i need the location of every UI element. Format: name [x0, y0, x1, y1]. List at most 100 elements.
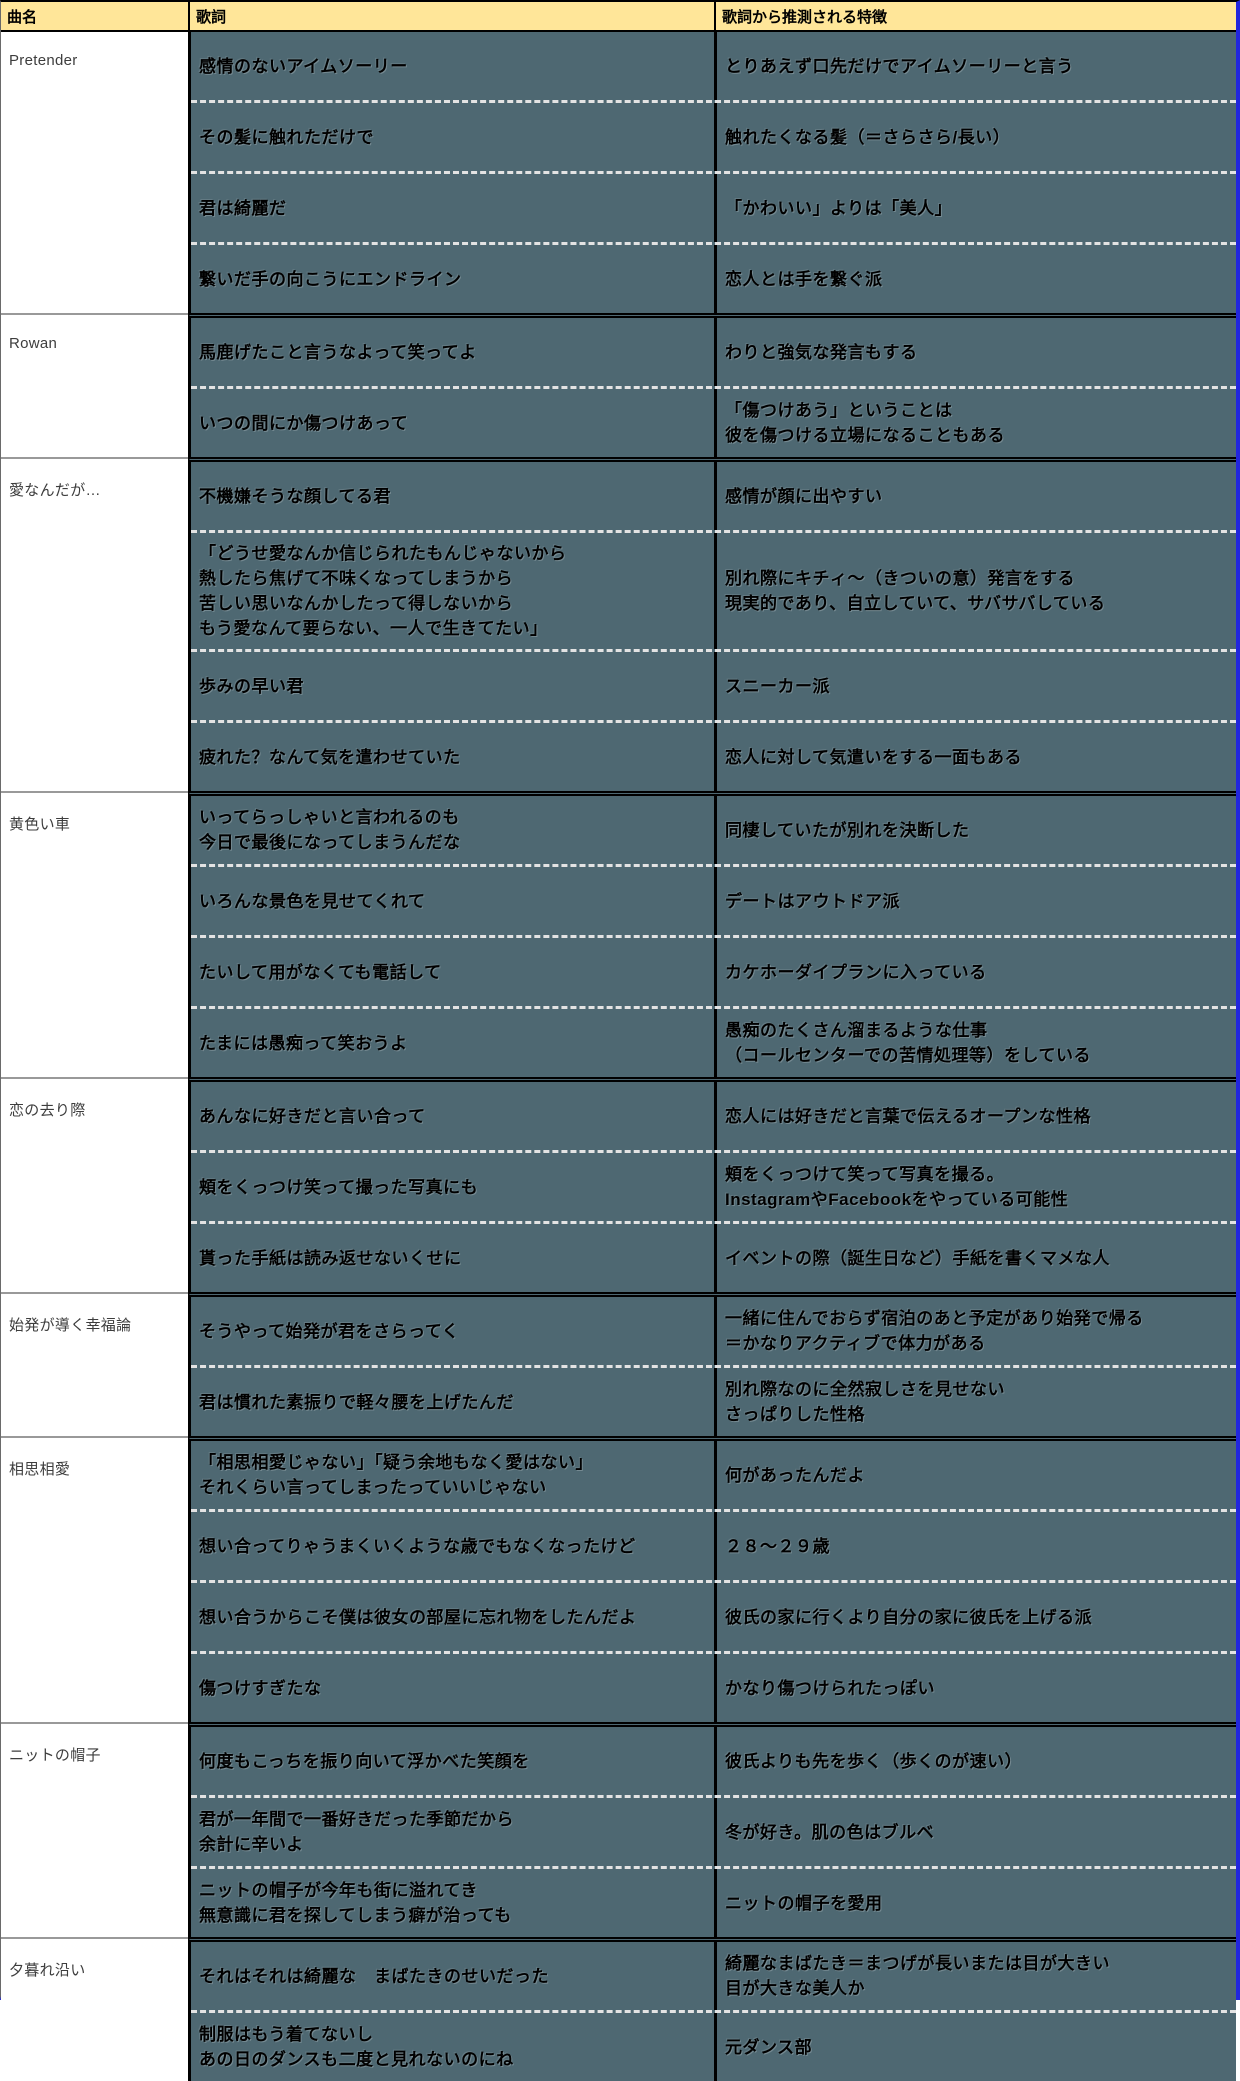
- lyric-cell: 傷つけすぎたな: [199, 1678, 322, 1698]
- song-section: Pretender 感情のないアイムソーリー とりあえず口先だけでアイムソーリー…: [1, 32, 1236, 313]
- lyric-cell: いろんな景色を見せてくれて: [199, 891, 426, 911]
- section-rows: あんなに好きだと言い合って 恋人には好きだと言葉で伝えるオープンな性格 頬をくっ…: [188, 1077, 1236, 1292]
- feature-cell: 恋人には好きだと言葉で伝えるオープンな性格: [714, 1082, 1236, 1150]
- table-row: いってらっしゃいと言われるのも 今日で最後になってしまうんだな 同棲していたが別…: [191, 796, 1236, 864]
- feature-cell: 一緒に住んでおらず宿泊のあと予定があり始発で帰る ＝かなりアクティブで体力がある: [714, 1297, 1236, 1365]
- section-rows: 感情のないアイムソーリー とりあえず口先だけでアイムソーリーと言う その髪に触れ…: [188, 32, 1236, 313]
- song-name-cell: Pretender: [1, 32, 188, 313]
- header-cell-feature: 歌詞から推測される特徴: [714, 2, 1236, 30]
- table-row: 不機嫌そうな顔してる君 感情が顔に出やすい: [191, 462, 1236, 530]
- feature-cell: 恋人とは手を繋ぐ派: [714, 245, 1236, 313]
- lyric-cell: 想い合うからこそ僕は彼女の部屋に忘れ物をしたんだよ: [199, 1607, 637, 1627]
- feature-cell: 同棲していたが別れを決断した: [714, 796, 1236, 864]
- section-rows: 「相思相愛じゃない」「疑う余地もなく愛はない」 それくらい言ってしまったっていい…: [188, 1436, 1236, 1722]
- table-row: 想い合うからこそ僕は彼女の部屋に忘れ物をしたんだよ 彼氏の家に行くより自分の家に…: [191, 1580, 1236, 1651]
- table-row: いつの間にか傷つけあって 「傷つけあう」ということは 彼を傷つける立場になること…: [191, 386, 1236, 457]
- table-header-row: 曲名 歌詞 歌詞から推測される特徴: [1, 2, 1236, 32]
- lyric-cell: 感情のないアイムソーリー: [199, 56, 408, 76]
- feature-cell: 別れ際なのに全然寂しさを見せない さっぱりした性格: [714, 1368, 1236, 1436]
- feature-cell: 「傷つけあう」ということは 彼を傷つける立場になることもある: [714, 389, 1236, 457]
- table-row: 繋いだ手の向こうにエンドライン 恋人とは手を繋ぐ派: [191, 242, 1236, 313]
- feature-cell: 「かわいい」よりは「美人」: [714, 174, 1236, 242]
- feature-cell: 頬をくっつけて笑って写真を撮る。 InstagramやFacebookをやってい…: [714, 1153, 1236, 1221]
- lyric-cell: 「どうせ愛なんか信じられたもんじゃないから 熱したら焦げて不味くなってしまうから…: [199, 544, 567, 638]
- lyric-cell: 疲れた？なんて気を遣わせていた: [199, 747, 461, 767]
- song-name-cell: 始発が導く幸福論: [1, 1292, 188, 1436]
- section-rows: そうやって始発が君をさらってく 一緒に住んでおらず宿泊のあと予定があり始発で帰る…: [188, 1292, 1236, 1436]
- lyric-cell: 君が一年間で一番好きだった季節だから 余計に辛いよ: [199, 1810, 514, 1854]
- song-section: 夕暮れ沿い それはそれは綺麗な まばたきのせいだった 綺麗なまばたき＝まつげが長…: [1, 1937, 1236, 2081]
- song-name-cell: 恋の去り際: [1, 1077, 188, 1292]
- feature-cell: スニーカー派: [714, 652, 1236, 720]
- song-name-cell: 愛なんだが…: [1, 457, 188, 791]
- lyric-cell: それはそれは綺麗な まばたきのせいだった: [199, 1966, 549, 1986]
- table-row: 制服はもう着てないし あの日のダンスも二度と見れないのにね 元ダンス部: [191, 2010, 1236, 2081]
- feature-cell: 触れたくなる髪（＝さらさら/長い）: [714, 103, 1236, 171]
- song-section: 始発が導く幸福論 そうやって始発が君をさらってく 一緒に住んでおらず宿泊のあと予…: [1, 1292, 1236, 1436]
- feature-cell: ニットの帽子を愛用: [714, 1869, 1236, 1937]
- table-row: その髪に触れただけで 触れたくなる髪（＝さらさら/長い）: [191, 100, 1236, 171]
- section-rows: 馬鹿げたこと言うなよって笑ってよ わりと強気な発言もする いつの間にか傷つけあっ…: [188, 313, 1236, 457]
- table-row: 歩みの早い君 スニーカー派: [191, 649, 1236, 720]
- lyric-cell: 「相思相愛じゃない」「疑う余地もなく愛はない」 それくらい言ってしまったっていい…: [199, 1453, 593, 1497]
- table-row: いろんな景色を見せてくれて デートはアウトドア派: [191, 864, 1236, 935]
- song-section: 黄色い車 いってらっしゃいと言われるのも 今日で最後になってしまうんだな 同棲し…: [1, 791, 1236, 1077]
- table-row: ニットの帽子が今年も街に溢れてき 無意識に君を探してしまう癖が治っても ニットの…: [191, 1866, 1236, 1937]
- feature-cell: カケホーダイプランに入っている: [714, 938, 1236, 1006]
- table-row: 君は綺麗だ 「かわいい」よりは「美人」: [191, 171, 1236, 242]
- table-row: 傷つけすぎたな かなり傷つけられたっぽい: [191, 1651, 1236, 1722]
- table-row: 感情のないアイムソーリー とりあえず口先だけでアイムソーリーと言う: [191, 32, 1236, 100]
- feature-cell: わりと強気な発言もする: [714, 318, 1236, 386]
- feature-cell: 彼氏の家に行くより自分の家に彼氏を上げる派: [714, 1583, 1236, 1651]
- lyric-cell: そうやって始発が君をさらってく: [199, 1321, 460, 1341]
- song-section: ニットの帽子 何度もこっちを振り向いて浮かべた笑顔を 彼氏よりも先を歩く（歩くの…: [1, 1722, 1236, 1937]
- song-name-cell: ニットの帽子: [1, 1722, 188, 1937]
- feature-cell: 恋人に対して気遣いをする一面もある: [714, 723, 1236, 791]
- feature-cell: 別れ際にキチィ～（きついの意）発言をする 現実的であり、自立していて、サバサバし…: [714, 533, 1236, 649]
- feature-cell: イベントの際（誕生日など）手紙を書くマメな人: [714, 1224, 1236, 1292]
- lyric-cell: たまには愚痴って笑おうよ: [199, 1033, 408, 1053]
- table-row: それはそれは綺麗な まばたきのせいだった 綺麗なまばたき＝まつげが長いまたは目が…: [191, 1942, 1236, 2010]
- section-rows: それはそれは綺麗な まばたきのせいだった 綺麗なまばたき＝まつげが長いまたは目が…: [188, 1937, 1236, 2081]
- lyric-cell: 頬をくっつけ笑って撮った写真にも: [199, 1177, 479, 1197]
- feature-cell: 綺麗なまばたき＝まつげが長いまたは目が大きい 目が大きな美人か: [714, 1942, 1236, 2010]
- table-row: たいして用がなくても電話して カケホーダイプランに入っている: [191, 935, 1236, 1006]
- feature-cell: 何があったんだよ: [714, 1441, 1236, 1509]
- table-row: 疲れた？なんて気を遣わせていた 恋人に対して気遣いをする一面もある: [191, 720, 1236, 791]
- song-name-cell: 相思相愛: [1, 1436, 188, 1722]
- lyric-cell: 貰った手紙は読み返せないくせに: [199, 1248, 462, 1268]
- table-row: あんなに好きだと言い合って 恋人には好きだと言葉で伝えるオープンな性格: [191, 1082, 1236, 1150]
- lyric-cell: いつの間にか傷つけあって: [199, 413, 409, 433]
- feature-cell: デートはアウトドア派: [714, 867, 1236, 935]
- lyric-cell: 君は慣れた素振りで軽々腰を上げたんだ: [199, 1392, 514, 1412]
- lyric-cell: 制服はもう着てないし あの日のダンスも二度と見れないのにね: [199, 2025, 514, 2069]
- table-row: 貰った手紙は読み返せないくせに イベントの際（誕生日など）手紙を書くマメな人: [191, 1221, 1236, 1292]
- table-row: 「どうせ愛なんか信じられたもんじゃないから 熱したら焦げて不味くなってしまうから…: [191, 530, 1236, 649]
- song-section: 恋の去り際 あんなに好きだと言い合って 恋人には好きだと言葉で伝えるオープンな性…: [1, 1077, 1236, 1292]
- song-section: Rowan 馬鹿げたこと言うなよって笑ってよ わりと強気な発言もする いつの間に…: [1, 313, 1236, 457]
- feature-cell: かなり傷つけられたっぽい: [714, 1654, 1236, 1722]
- header-cell-lyric: 歌詞: [188, 2, 714, 30]
- lyric-cell: 歩みの早い君: [199, 676, 304, 696]
- table-row: 君は慣れた素振りで軽々腰を上げたんだ 別れ際なのに全然寂しさを見せない さっぱり…: [191, 1365, 1236, 1436]
- lyric-cell: 繋いだ手の向こうにエンドライン: [199, 269, 462, 289]
- lyric-cell: いってらっしゃいと言われるのも 今日で最後になってしまうんだな: [199, 808, 461, 852]
- lyric-cell: たいして用がなくても電話して: [199, 962, 442, 982]
- table-body: Pretender 感情のないアイムソーリー とりあえず口先だけでアイムソーリー…: [1, 32, 1236, 2081]
- header-cell-song-name: 曲名: [7, 9, 38, 26]
- table-row: たまには愚痴って笑おうよ 愚痴のたくさん溜まるような仕事 （コールセンターでの苦…: [191, 1006, 1236, 1077]
- section-rows: 不機嫌そうな顔してる君 感情が顔に出やすい 「どうせ愛なんか信じられたもんじゃな…: [188, 457, 1236, 791]
- lyric-cell: 想い合ってりゃうまくいくような歳でもなくなったけど: [199, 1536, 636, 1556]
- lyric-cell: その髪に触れただけで: [199, 127, 374, 147]
- song-name-cell: 夕暮れ沿い: [1, 1937, 188, 2081]
- feature-cell: 彼氏よりも先を歩く（歩くのが速い）: [714, 1727, 1236, 1795]
- lyric-cell: 何度もこっちを振り向いて浮かべた笑顔を: [199, 1751, 530, 1771]
- section-rows: いってらっしゃいと言われるのも 今日で最後になってしまうんだな 同棲していたが別…: [188, 791, 1236, 1077]
- song-section: 愛なんだが… 不機嫌そうな顔してる君 感情が顔に出やすい 「どうせ愛なんか信じら…: [1, 457, 1236, 791]
- table-row: 頬をくっつけ笑って撮った写真にも 頬をくっつけて笑って写真を撮る。 Instag…: [191, 1150, 1236, 1221]
- lyric-cell: 不機嫌そうな顔してる君: [199, 486, 391, 506]
- table-row: 馬鹿げたこと言うなよって笑ってよ わりと強気な発言もする: [191, 318, 1236, 386]
- lyric-cell: あんなに好きだと言い合って: [199, 1106, 426, 1126]
- feature-cell: ２８～２９歳: [714, 1512, 1236, 1580]
- feature-cell: 愚痴のたくさん溜まるような仕事 （コールセンターでの苦情処理等）をしている: [714, 1009, 1236, 1077]
